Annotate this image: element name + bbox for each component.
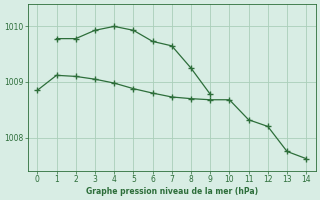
X-axis label: Graphe pression niveau de la mer (hPa): Graphe pression niveau de la mer (hPa) [86,187,258,196]
